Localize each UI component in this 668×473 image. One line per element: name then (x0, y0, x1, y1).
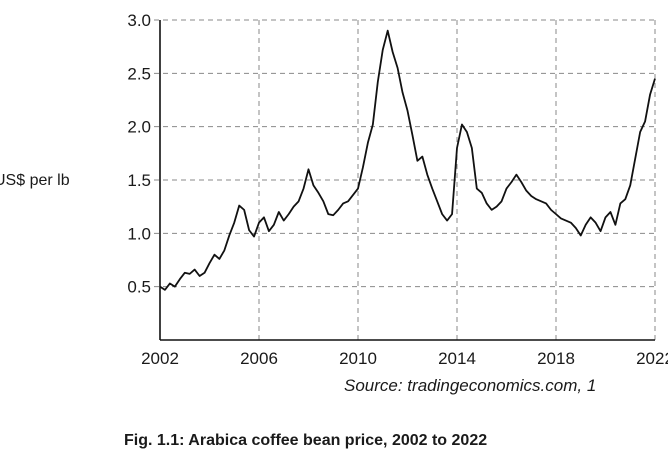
y-tick-label: 3.0 (127, 11, 151, 30)
price-series-line (159, 29, 656, 291)
y-tick-label: 2.0 (127, 118, 151, 137)
x-tick-label: 2002 (141, 349, 179, 368)
figure-caption: Fig. 1.1: Arabica coffee bean price, 200… (124, 432, 488, 449)
tick-labels: 0.5 1.0 1.5 2.0 2.5 3.0 2002 2006 2010 2014 2018 20… (127, 11, 668, 368)
y-tick-label: 2.5 (127, 64, 151, 83)
source-note: Source: tradingeconomics.com, 1 (344, 376, 597, 395)
y-tick-label: 1.5 (127, 171, 151, 190)
grid-lines (154, 19, 656, 340)
x-tick-label: 2018 (537, 349, 575, 368)
y-tick-label: 0.5 (127, 278, 151, 297)
x-tick-label: 2010 (339, 349, 377, 368)
x-tick-label: 2006 (240, 349, 278, 368)
x-tick-label: 2014 (438, 349, 476, 368)
y-axis-label: US$ per lb (0, 172, 70, 189)
y-tick-label: 1.0 (127, 224, 151, 243)
x-tick-label: 2022 (636, 349, 668, 368)
price-chart: 0.5 1.0 1.5 2.0 2.5 3.0 2002 2006 2010 2014 2018 20… (0, 11, 668, 368)
